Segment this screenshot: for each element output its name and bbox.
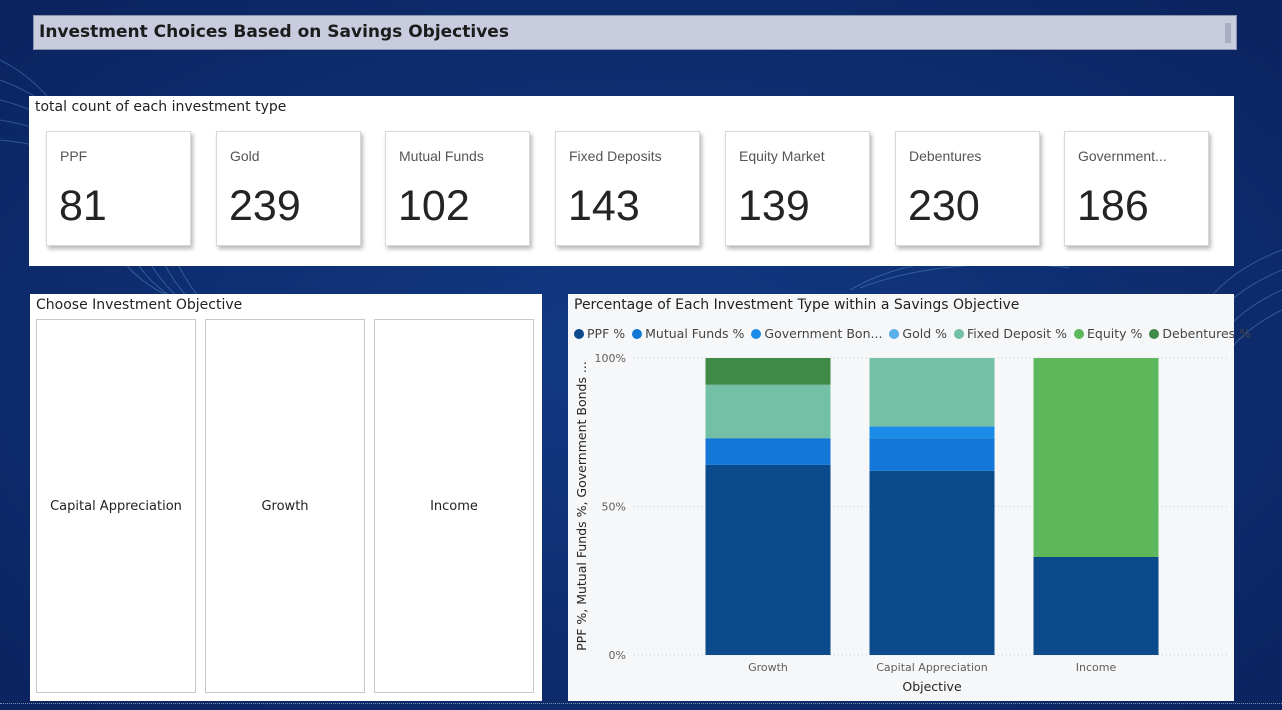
x-tick-label: Growth [748, 661, 788, 674]
legend-item[interactable]: Debentures % [1149, 326, 1251, 341]
legend-label: Debentures % [1162, 326, 1252, 341]
legend-dot-icon [954, 328, 965, 339]
kpi-label: Gold [230, 148, 260, 164]
legend-label: Fixed Deposit % [967, 326, 1068, 341]
legend-dot-icon [751, 328, 762, 339]
slicer-tile-label: Income [430, 498, 478, 514]
bar-segment[interactable] [705, 438, 831, 465]
bar-segment[interactable] [1033, 358, 1159, 557]
slicer-tile-capital-appreciation[interactable]: Capital Appreciation [36, 319, 196, 693]
kpi-label: Government... [1078, 148, 1167, 164]
bar-segment[interactable] [869, 470, 995, 655]
kpi-panel-title: total count of each investment type [35, 99, 287, 115]
kpi-value: 186 [1077, 182, 1149, 230]
kpi-card-gold[interactable]: Gold 239 [216, 131, 361, 246]
x-tick-label: Income [1076, 661, 1117, 674]
objective-slicer-panel: Choose Investment Objective Capital Appr… [30, 294, 542, 701]
legend-label: Government Bon... [764, 326, 883, 341]
kpi-label: Fixed Deposits [569, 148, 662, 164]
legend-item[interactable]: Mutual Funds % [632, 326, 744, 341]
x-axis-title: Objective [902, 679, 962, 694]
y-tick-label: 0% [609, 649, 626, 662]
kpi-card-equity-market[interactable]: Equity Market 139 [725, 131, 870, 246]
bar-segment[interactable] [869, 438, 995, 471]
slicer-tile-label: Growth [261, 498, 309, 514]
legend-dot-icon [632, 328, 643, 339]
legend-item[interactable]: Gold % [889, 326, 947, 341]
chart-legend: PPF % Mutual Funds % Government Bon... G… [574, 326, 1251, 341]
legend-label: Mutual Funds % [645, 326, 745, 341]
legend-dot-icon [574, 328, 584, 339]
y-tick-label: 100% [595, 352, 626, 365]
bar-segment[interactable] [869, 358, 995, 427]
y-tick-label: 50% [602, 501, 626, 514]
slicer-tile-label: Capital Appreciation [50, 498, 182, 514]
kpi-panel: total count of each investment type PPF … [29, 96, 1234, 266]
page-title: Investment Choices Based on Savings Obje… [39, 22, 509, 42]
kpi-card-mutual-funds[interactable]: Mutual Funds 102 [385, 131, 530, 246]
legend-item[interactable]: Government Bon... [751, 326, 882, 341]
legend-label: Equity % [1087, 326, 1143, 341]
bar-segment[interactable] [705, 384, 831, 439]
legend-dot-icon [1074, 328, 1085, 339]
kpi-value: 239 [229, 182, 301, 230]
legend-item[interactable]: PPF % [574, 326, 625, 341]
kpi-label: Debentures [909, 148, 982, 164]
slicer-tile-growth[interactable]: Growth [205, 319, 365, 693]
legend-dot-icon [1149, 328, 1160, 339]
kpi-value: 81 [59, 182, 107, 230]
slicer-tile-income[interactable]: Income [374, 319, 534, 693]
bar-segment[interactable] [869, 426, 995, 439]
bar-segment[interactable] [705, 464, 831, 655]
page-bottom-divider [0, 703, 1282, 705]
title-scroll-thumb[interactable] [1225, 23, 1231, 43]
kpi-label: PPF [60, 148, 88, 164]
stacked-chart-panel: Percentage of Each Investment Type withi… [568, 294, 1251, 701]
chart-title: Percentage of Each Investment Type withi… [574, 297, 1020, 313]
bar-segment[interactable] [705, 358, 831, 385]
x-tick-label: Capital Appreciation [876, 661, 988, 674]
legend-item[interactable]: Equity % [1074, 326, 1142, 341]
legend-dot-icon [889, 328, 900, 339]
kpi-value: 143 [568, 182, 640, 230]
kpi-value: 230 [908, 182, 980, 230]
kpi-card-ppf[interactable]: PPF 81 [46, 131, 191, 246]
kpi-value: 139 [738, 182, 810, 230]
legend-label: PPF % [587, 326, 626, 341]
stacked-bar-chart: 0% 50% 100% Growth Capital Appreciation Incom… [574, 352, 1228, 694]
kpi-card-government[interactable]: Government... 186 [1064, 131, 1209, 246]
report-title-bar: Investment Choices Based on Savings Obje… [33, 15, 1237, 50]
legend-item[interactable]: Fixed Deposit % [954, 326, 1067, 341]
y-axis-title: PPF %, Mutual Funds %, Government Bonds … [574, 361, 589, 651]
slicer-title: Choose Investment Objective [36, 297, 243, 313]
kpi-label: Mutual Funds [399, 148, 484, 164]
kpi-value: 102 [398, 182, 470, 230]
kpi-card-fixed-deposits[interactable]: Fixed Deposits 143 [555, 131, 700, 246]
kpi-card-debentures[interactable]: Debentures 230 [895, 131, 1040, 246]
kpi-label: Equity Market [739, 148, 825, 164]
bar-segment[interactable] [1033, 556, 1159, 655]
legend-label: Gold % [902, 326, 948, 341]
